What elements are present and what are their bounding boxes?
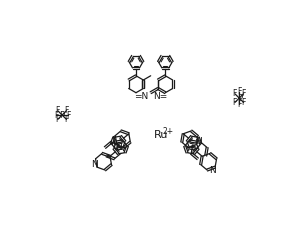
Text: N=: N= (153, 92, 167, 101)
Text: F: F (241, 89, 246, 98)
Text: P: P (60, 111, 65, 120)
Text: N: N (91, 160, 98, 168)
Text: N: N (209, 166, 216, 175)
Text: F: F (56, 106, 60, 115)
Text: N: N (115, 143, 122, 152)
Text: =N: =N (134, 92, 149, 101)
Text: F: F (64, 115, 69, 124)
Text: Ru: Ru (153, 130, 168, 140)
Text: F: F (54, 111, 58, 120)
Text: N: N (195, 137, 202, 146)
Text: F: F (237, 87, 241, 96)
Text: F: F (241, 98, 246, 107)
Text: F: F (64, 106, 69, 115)
Text: F: F (56, 115, 60, 124)
Text: P: P (237, 94, 242, 103)
Text: F: F (66, 111, 71, 120)
Text: F: F (233, 98, 237, 107)
Text: F: F (237, 100, 241, 109)
Text: 2+: 2+ (162, 127, 173, 137)
Text: F: F (233, 89, 237, 98)
